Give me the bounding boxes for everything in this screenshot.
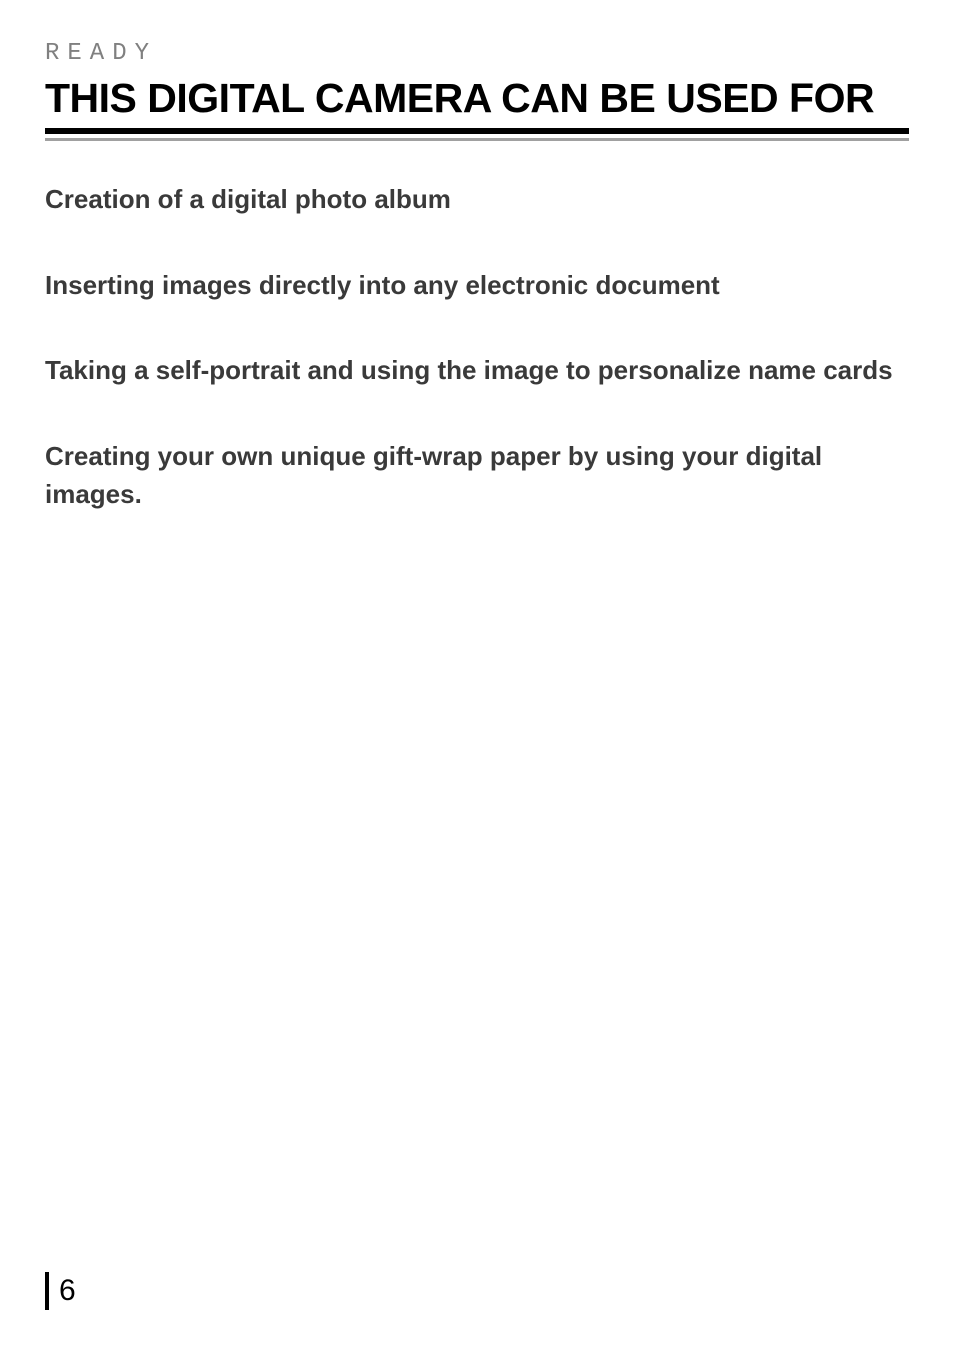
body-item: Inserting images directly into any elect… — [45, 267, 909, 305]
body-item: Taking a self-portrait and using the ima… — [45, 352, 909, 390]
section-label: READY — [45, 40, 909, 67]
body-item: Creation of a digital photo album — [45, 181, 909, 219]
title-subline — [45, 138, 909, 141]
page-title: THIS DIGITAL CAMERA CAN BE USED FOR — [45, 75, 909, 122]
page-number-container: 6 — [45, 1272, 76, 1310]
title-underline — [45, 128, 909, 134]
page-number: 6 — [59, 1274, 76, 1308]
page-number-bar — [45, 1272, 49, 1310]
body-item: Creating your own unique gift-wrap paper… — [45, 438, 909, 513]
